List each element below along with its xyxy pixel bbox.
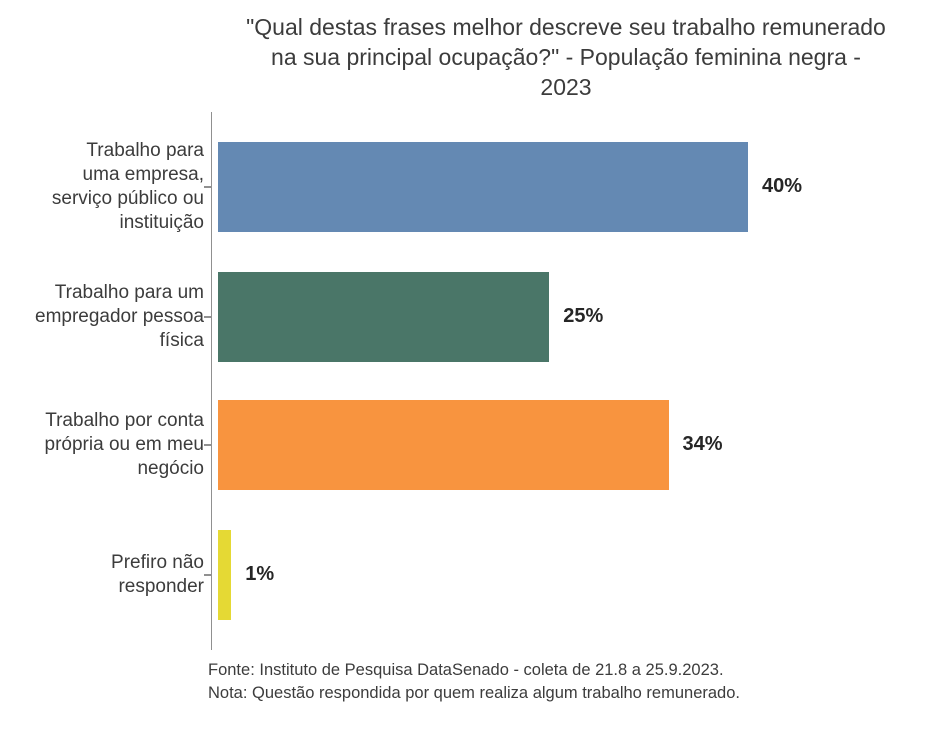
bar-2 [218,272,550,362]
value-label-1: 40% [762,175,803,197]
methodology-note: Nota: Questão respondida por quem realiz… [208,684,740,702]
category-label-3: Trabalho por conta própria ou em meu negóc… [44,410,204,479]
category-label-4: Prefiro não responder [111,552,204,597]
chart-title: "Qual destas frases melhor descreve seu … [178,12,952,102]
chart-title-line-2: na sua principal ocupação?" - População … [271,44,861,70]
chart-footer: Fonte: Instituto de Pesquisa DataSenado … [208,659,740,705]
axis-tick [204,574,211,576]
bar-4 [218,530,232,620]
y-axis-line [211,112,212,650]
chart-title-line-3: 2023 [540,74,592,100]
chart-title-line-1: "Qual destas frases melhor descreve seu … [246,14,886,40]
bar-1 [218,142,748,232]
bar-3 [218,400,669,490]
axis-tick [204,444,211,446]
value-label-4: 1% [245,563,275,585]
axis-tick [204,316,211,318]
axis-tick [204,186,211,188]
category-label-2: Trabalho para um empregador pessoa física [35,282,204,351]
category-label-1: Trabalho para uma empresa, serviço público… [51,140,204,233]
value-label-2: 25% [563,305,604,327]
value-label-3: 34% [682,433,723,455]
source-note: Fonte: Instituto de Pesquisa DataSenado … [208,661,724,679]
